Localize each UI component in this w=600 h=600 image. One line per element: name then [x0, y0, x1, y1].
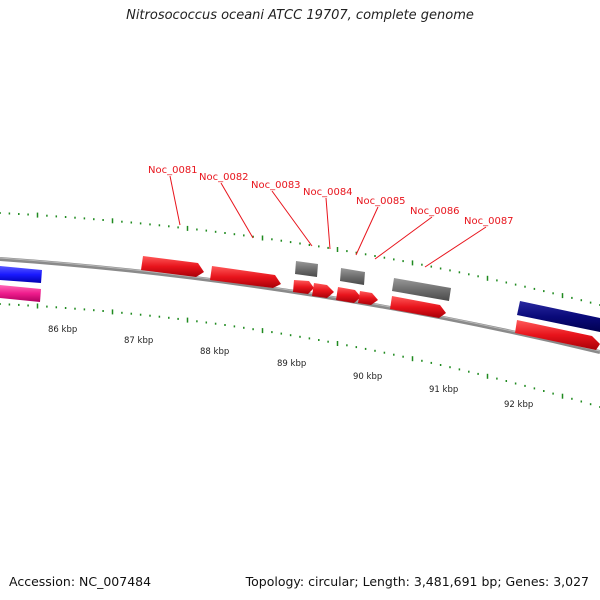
gene-label: Noc_0084 [303, 187, 353, 198]
gene-arrow [390, 296, 446, 318]
kbp-label: 92 kbp [504, 400, 533, 410]
accession-text: Accession: NC_007484 [9, 574, 152, 589]
kbp-label: 89 kbp [277, 359, 306, 369]
gene-label: Noc_0087 [464, 216, 514, 227]
kbp-label: 88 kbp [200, 347, 229, 357]
gene-box [340, 268, 365, 285]
genome-stats-text: Topology: circular; Length: 3,481,691 bp… [245, 574, 589, 589]
gene-box [517, 301, 600, 332]
gene-label: Noc_0083 [251, 180, 301, 191]
gene-arrow [0, 285, 41, 302]
gene-arrow [293, 280, 314, 294]
inner-tick-track [0, 303, 600, 408]
gene-arrow [515, 320, 600, 350]
kbp-label: 87 kbp [124, 336, 153, 346]
gene-box [392, 278, 451, 301]
gene-arrow [358, 291, 378, 305]
kbp-scale-labels: 86 kbp 87 kbp 88 kbp 89 kbp 90 kbp 91 kb… [48, 325, 533, 410]
kbp-label: 91 kbp [429, 385, 458, 395]
outer-tick-track [0, 212, 600, 306]
kbp-label: 86 kbp [48, 325, 77, 335]
gene-label: Noc_0085 [356, 196, 406, 207]
gene-box [295, 261, 318, 277]
gene-labels: Noc_0081 Noc_0082 Noc_0083 Noc_0084 Noc_… [148, 165, 514, 227]
reverse-strand-genes [0, 280, 600, 350]
gene-arrow [0, 266, 42, 283]
gene-label: Noc_0082 [199, 172, 249, 183]
gene-arrow [312, 283, 334, 298]
forward-strand-genes [0, 256, 600, 332]
gene-arrow [141, 256, 204, 277]
gene-label-leaders [169, 175, 487, 268]
kbp-label: 90 kbp [353, 372, 382, 382]
page-title: Nitrosococcus oceani ATCC 19707, complet… [126, 8, 474, 23]
gene-label: Noc_0086 [410, 206, 460, 217]
gene-arrow [336, 287, 361, 303]
gene-arrow [210, 266, 281, 288]
gene-label: Noc_0081 [148, 165, 198, 176]
